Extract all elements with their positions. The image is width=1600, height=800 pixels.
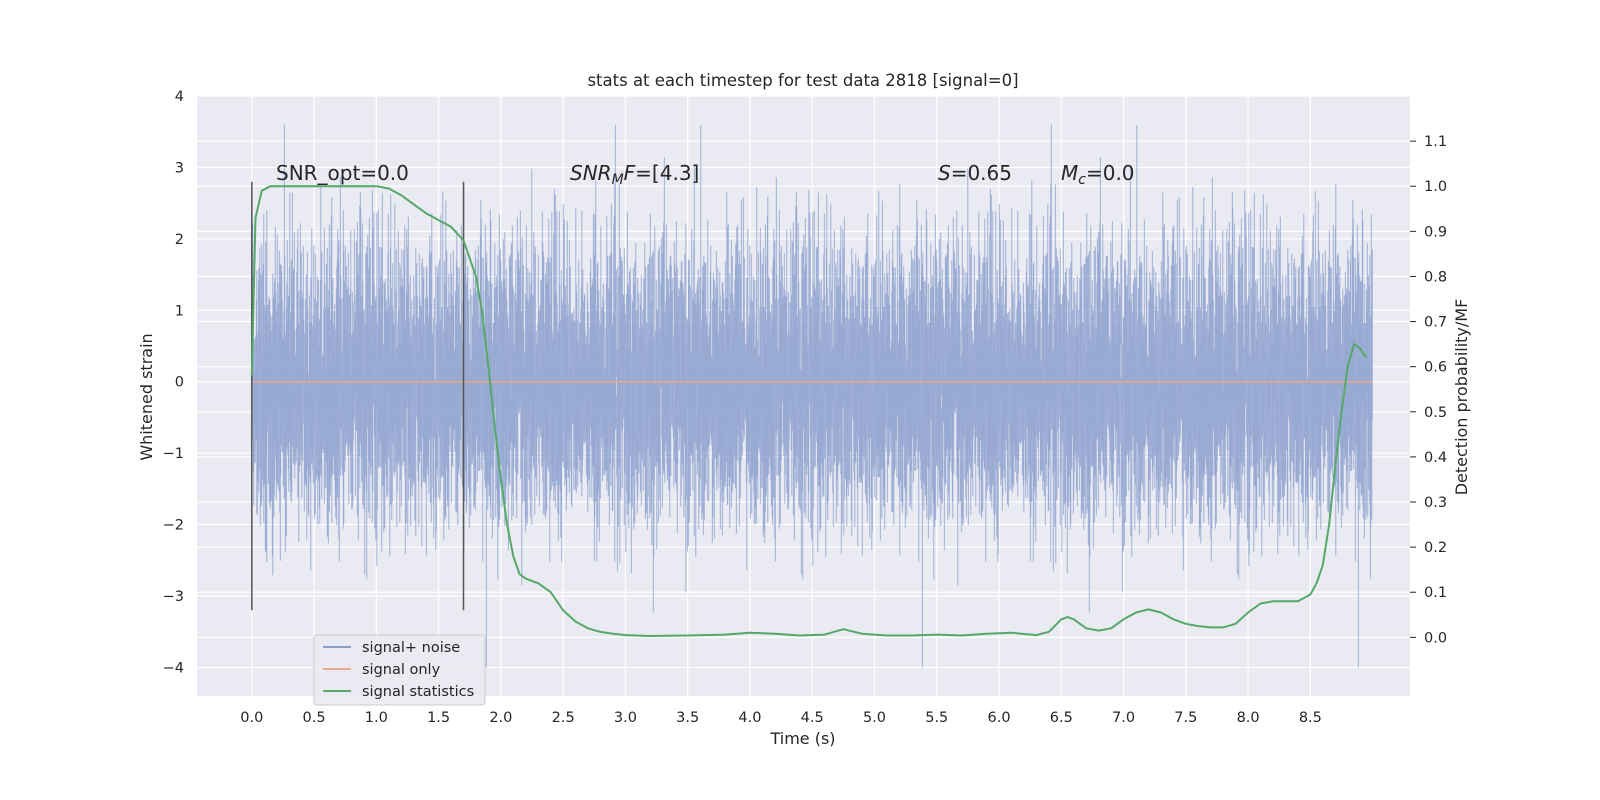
snr-mf-sub: M	[612, 172, 624, 188]
x-tick-label: 3.5	[676, 710, 699, 726]
y-axis-ticks: 4 3 2 1 0 −1 −2 −3 −4	[163, 89, 184, 676]
x-tick-label: 4.0	[738, 710, 761, 726]
y-tick-label: 0	[175, 375, 184, 391]
y2-tick-label: 0.8	[1424, 269, 1447, 285]
y2-axis-ticks: 1.1 1.0 0.9 0.8 0.7 0.6 0.5 0.4 0.3 0.2 0.1 0.0	[1410, 134, 1447, 646]
x-tick-label: 8.0	[1237, 710, 1260, 726]
y2-tick-label: 0.2	[1424, 540, 1447, 556]
y2-tick-label: 0.9	[1424, 224, 1447, 240]
y2-tick-label: 0.0	[1424, 630, 1447, 646]
x-tick-label: 1.0	[365, 710, 388, 726]
y2-tick-label: 0.3	[1424, 495, 1447, 511]
y-tick-label: −3	[163, 589, 184, 605]
annotation-snr-opt: SNR_opt=0.0	[276, 161, 409, 185]
y-axis-label: Whitened strain	[137, 333, 156, 460]
y2-tick-label: 1.0	[1424, 179, 1447, 195]
mc-label: M	[1061, 161, 1078, 185]
legend: signal+ noise signal only signal statist…	[313, 634, 486, 706]
x-tick-label: 0.0	[240, 710, 263, 726]
y2-tick-label: 0.6	[1424, 360, 1447, 376]
x-axis-label: Time (s)	[769, 729, 835, 748]
x-tick-label: 3.0	[614, 710, 637, 726]
mc-value: =0.0	[1086, 161, 1135, 185]
x-axis-ticks: 0.0 0.5 1.0 1.5 2.0 2.5 3.0 3.5 4.0 4.5 5.0 5.5 6.0 6…	[240, 710, 1322, 726]
annotation-mc: Mc=0.0	[1061, 161, 1135, 188]
snr-mf-label: SNR	[570, 161, 612, 185]
y2-tick-label: 0.4	[1424, 450, 1447, 466]
x-tick-label: 5.5	[925, 710, 948, 726]
s-value: =0.65	[951, 161, 1012, 185]
s-label: S	[938, 161, 951, 185]
legend-label-noise: signal+ noise	[362, 640, 460, 656]
chart-title: stats at each timestep for test data 281…	[587, 71, 1018, 90]
snr-mf-tail: F	[624, 161, 636, 185]
x-tick-label: 8.5	[1299, 710, 1322, 726]
mc-sub: c	[1078, 172, 1086, 188]
y-tick-label: 2	[175, 232, 184, 248]
y2-axis-label: Detection probability/MF	[1452, 299, 1471, 496]
legend-label-signal-only: signal only	[362, 662, 441, 678]
annotation-snr-mf: SNRMF=[4.3]	[570, 161, 699, 188]
x-tick-label: 7.0	[1112, 710, 1135, 726]
x-tick-label: 0.5	[303, 710, 326, 726]
x-tick-label: 6.0	[987, 710, 1010, 726]
x-tick-label: 1.5	[427, 710, 450, 726]
y-tick-label: −2	[163, 518, 184, 534]
annotation-s: S=0.65	[938, 161, 1012, 185]
y2-tick-label: 0.7	[1424, 315, 1447, 331]
legend-label-statistics: signal statistics	[362, 684, 474, 700]
marker-lines	[251, 181, 465, 611]
y2-tick-label: 0.5	[1424, 405, 1447, 421]
y-tick-label: 3	[175, 160, 184, 176]
x-tick-label: 6.5	[1050, 710, 1073, 726]
y-tick-label: 1	[175, 303, 184, 319]
y-tick-label: −4	[163, 660, 184, 676]
x-tick-label: 5.0	[863, 710, 886, 726]
signal-statistics-series	[250, 185, 1368, 637]
y2-tick-label: 1.1	[1424, 134, 1447, 150]
y-tick-label: −1	[163, 446, 184, 462]
snr-mf-value: =[4.3]	[635, 161, 699, 185]
x-tick-label: 7.5	[1174, 710, 1197, 726]
x-tick-label: 2.5	[552, 710, 575, 726]
statistics-line	[250, 185, 1368, 637]
y-tick-label: 4	[175, 89, 184, 105]
legend-box	[313, 634, 486, 706]
x-tick-label: 4.5	[801, 710, 824, 726]
y2-tick-label: 0.1	[1424, 585, 1447, 601]
x-tick-label: 2.0	[489, 710, 512, 726]
